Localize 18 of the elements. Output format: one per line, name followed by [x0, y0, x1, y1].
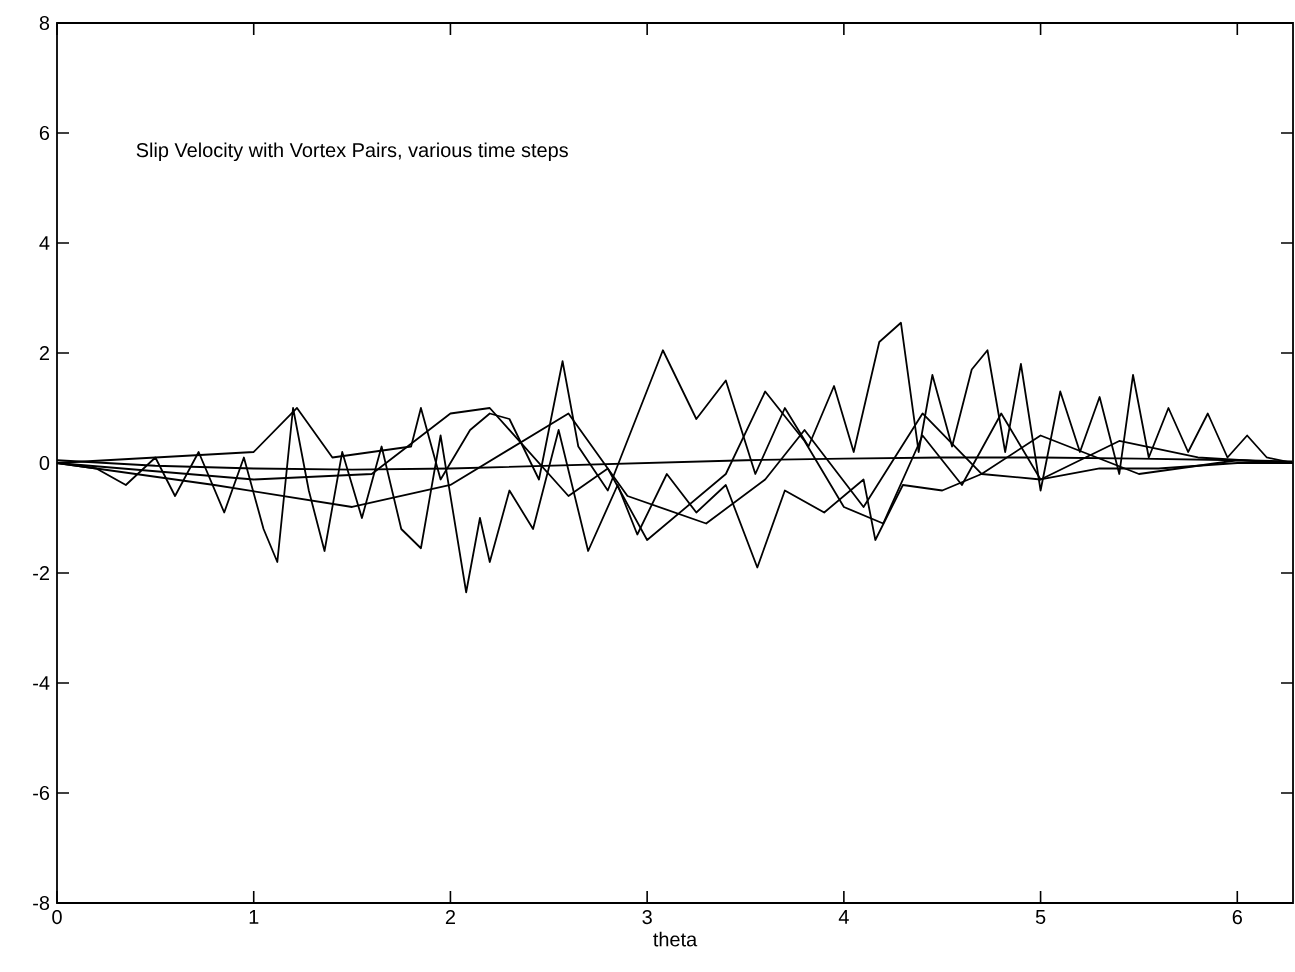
text: Slip Velocity with Vortex Pairs, various time steps: [136, 142, 568, 162]
x-axis-title: theta: [653, 931, 698, 947]
y-tick-label: -8: [33, 895, 50, 911]
y-tick-label: 6: [39, 125, 50, 141]
y-tick-label: -2: [33, 566, 49, 580]
x-tick-label: 2: [445, 910, 455, 924]
y-tick-label: 8: [39, 15, 50, 31]
x-tick-label: 3: [642, 910, 652, 925]
x-tick-label: 0: [52, 910, 62, 925]
x-tick-label: 4: [838, 910, 849, 924]
y-tick-label: -6: [33, 785, 50, 801]
y-tick-label: 0: [39, 455, 50, 471]
y-tick-label: -4: [33, 676, 50, 690]
x-tick-label: 1: [249, 910, 259, 924]
x-tick-label: 6: [1232, 910, 1242, 925]
x-tick-label: 5: [1035, 910, 1046, 924]
y-tick-label: 2: [39, 346, 49, 360]
y-tick-label: 4: [39, 236, 50, 250]
